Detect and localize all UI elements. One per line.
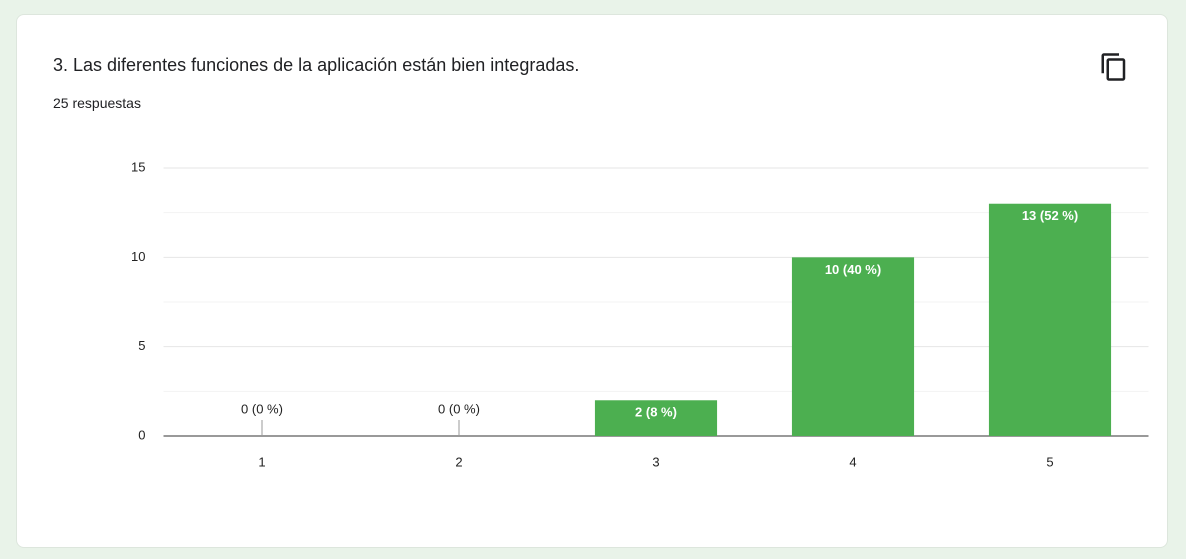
x-tick-label: 2 (455, 454, 462, 469)
x-tick-label: 4 (849, 454, 856, 469)
y-tick-label: 0 (138, 427, 145, 442)
bar (594, 400, 718, 436)
data-label: 0 (0 %) (241, 401, 283, 416)
x-tick-label: 3 (652, 454, 659, 469)
chart-title: 3. Las diferentes funciones de la aplica… (53, 55, 580, 75)
x-tick-label: 1 (258, 454, 265, 469)
copy-icon[interactable] (1099, 51, 1129, 83)
card: 3. Las diferentes funciones de la aplica… (16, 14, 1168, 548)
bar (988, 203, 1112, 436)
chart-subtitle: 25 respuestas (53, 95, 141, 111)
data-label: 13 (52 %) (1022, 208, 1078, 223)
data-label: 10 (40 %) (825, 262, 881, 277)
y-tick-label: 15 (131, 159, 145, 174)
x-tick-label: 5 (1046, 454, 1053, 469)
y-tick-label: 10 (131, 249, 145, 264)
y-tick-label: 5 (138, 338, 145, 353)
data-label: 2 (8 %) (635, 405, 677, 420)
bar (791, 257, 915, 436)
data-label: 0 (0 %) (438, 401, 480, 416)
